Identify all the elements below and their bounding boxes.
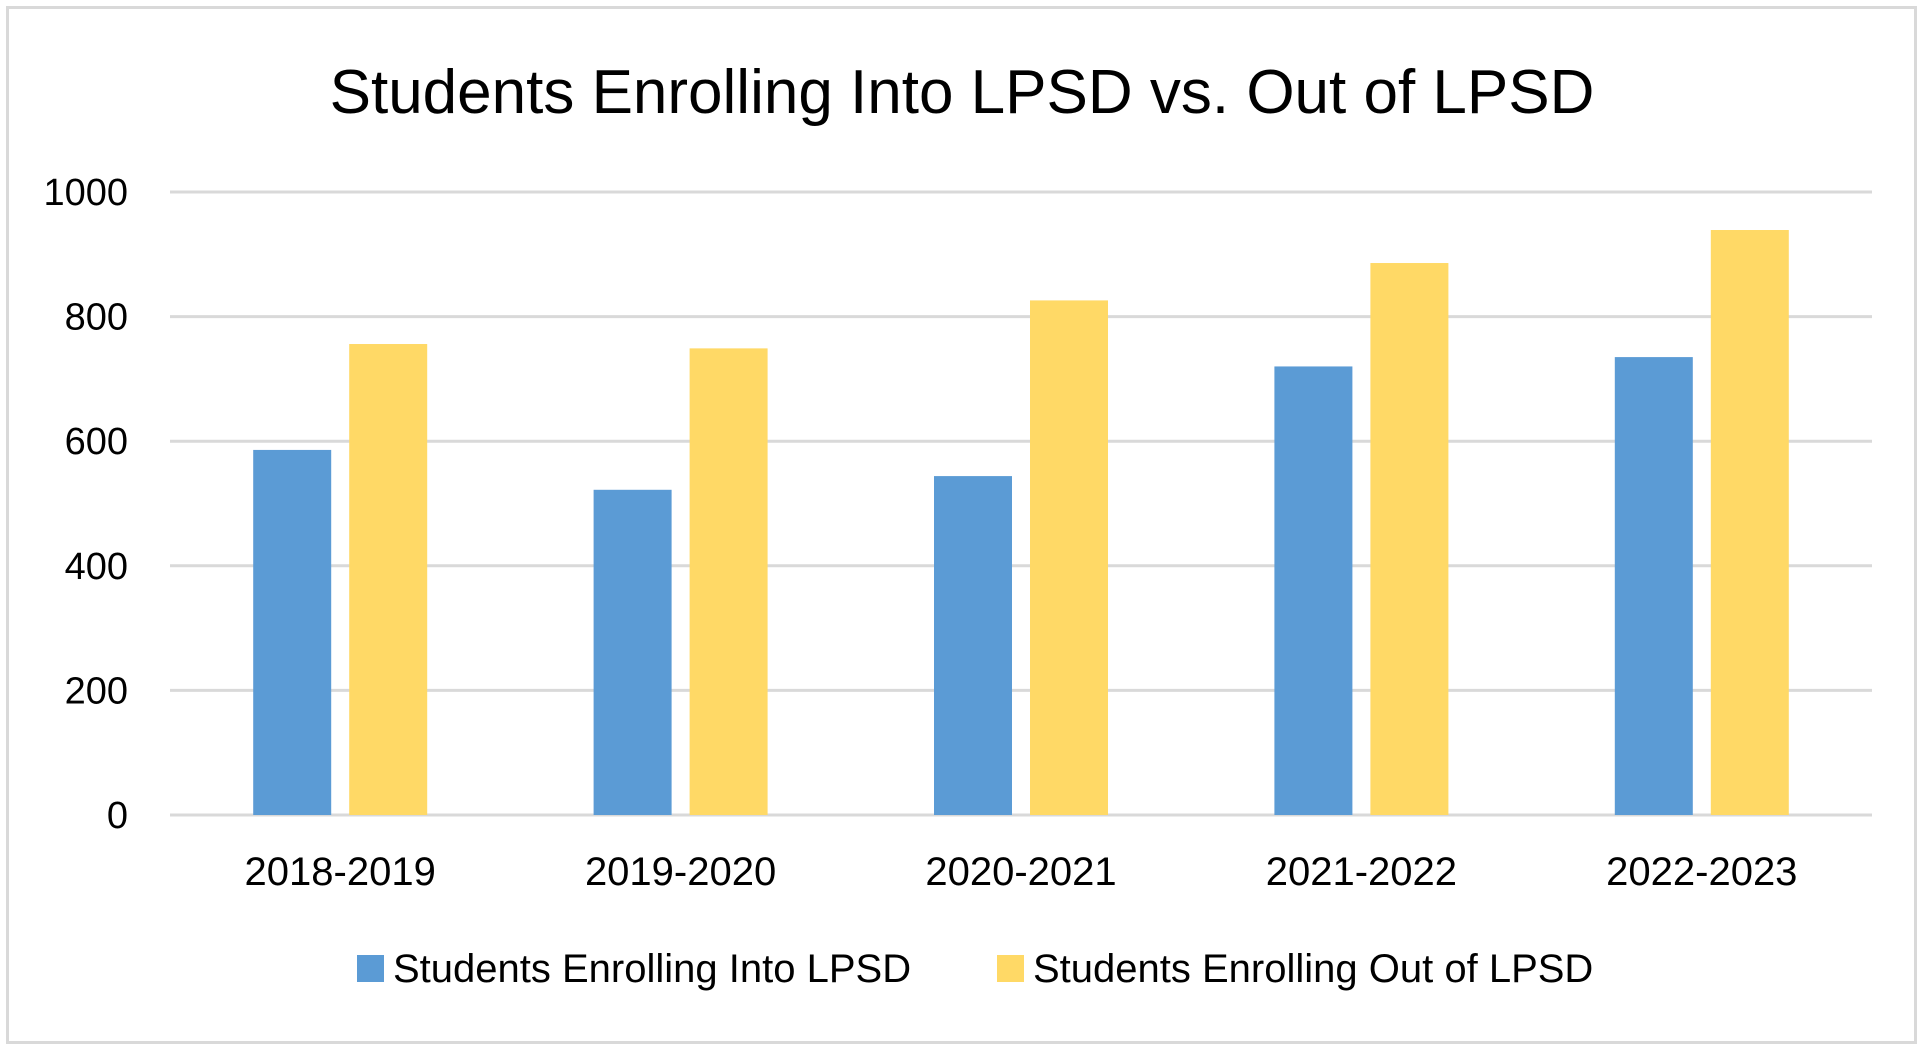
legend-swatch-2 [997,955,1024,982]
legend-swatch-1 [357,955,384,982]
bar-series2-2018-2019 [349,344,428,815]
legend-label-2: Students Enrolling Out of LPSD [1033,947,1593,991]
bar-series1-2021-2022 [1274,366,1353,815]
x-tick-label: 2019-2020 [585,850,776,894]
y-tick-label: 400 [65,546,128,588]
legend-label-1: Students Enrolling Into LPSD [393,947,911,991]
legend: Students Enrolling Into LPSD Students Enr… [357,947,1593,991]
x-tick-label: 2021-2022 [1266,850,1457,894]
x-tick-label: 2020-2021 [925,850,1116,894]
bar-series2-2022-2023 [1710,230,1789,816]
bar-series1-2018-2019 [253,449,332,815]
y-tick-label: 800 [65,297,128,339]
chart-title: Students Enrolling Into LPSD vs. Out of … [330,58,1595,127]
y-tick-label: 200 [65,670,128,712]
x-axis-labels: 2018-2019 2019-2020 2020-2021 2021-2022 2022… [245,850,1798,894]
bar-series1-2022-2023 [1614,357,1693,815]
x-tick-label: 2022-2023 [1606,850,1797,894]
y-tick-label: 1000 [43,172,128,214]
y-tick-label: 0 [107,795,128,837]
gridlines [170,190,1872,817]
x-tick-label: 2018-2019 [245,850,436,894]
bar-series2-2021-2022 [1370,263,1449,816]
bar-series1-2019-2020 [593,489,672,815]
bar-series1-2020-2021 [934,476,1012,815]
bars [253,230,1789,816]
y-tick-label: 600 [65,421,128,463]
bar-series2-2019-2020 [689,348,768,815]
bar-series2-2020-2021 [1030,300,1108,816]
y-axis-ticks: 0 200 400 600 800 1000 [43,172,128,837]
